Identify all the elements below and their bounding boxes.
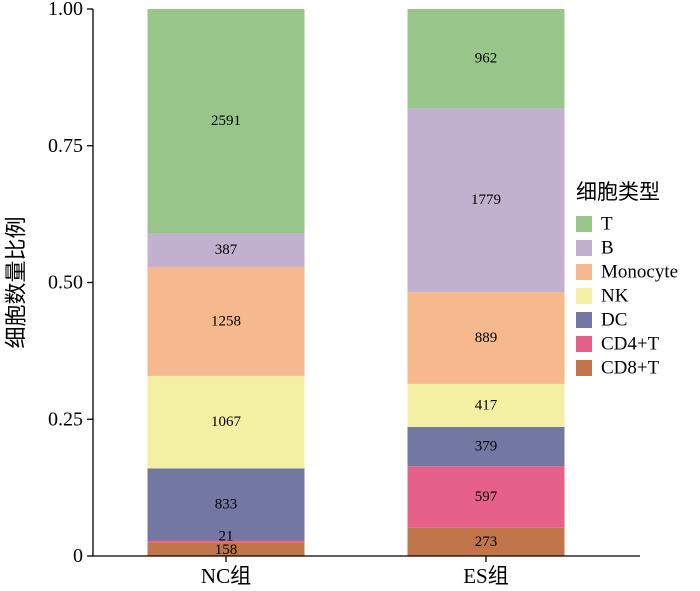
bar-segment-b-1 <box>407 108 565 293</box>
data-label-cd4-t-0: 21 <box>219 528 234 544</box>
y-axis-label: 细胞数量比例 <box>4 216 29 348</box>
data-label-monocyte-1: 889 <box>475 330 498 346</box>
bar-segment-nk-1 <box>407 383 565 427</box>
y-tick-label-3: 0.75 <box>48 135 83 157</box>
legend-label-cd8-t: CD8+T <box>601 358 660 379</box>
legend-swatch-cd8-t <box>576 360 592 376</box>
x-tick-label-0: NC组 <box>201 564 251 588</box>
data-label-cd8-t-1: 273 <box>475 534 498 550</box>
data-label-dc-0: 833 <box>215 496 238 512</box>
bar-segment-cd8-t-0 <box>147 542 305 556</box>
y-tick-label-1: 0.25 <box>48 408 83 430</box>
legend-swatch-monocyte <box>576 264 592 280</box>
data-label-b-1: 1779 <box>471 192 501 208</box>
bar-segment-monocyte-1 <box>407 292 565 384</box>
legend-swatch-cd4-t <box>576 336 592 352</box>
legend-swatch-nk <box>576 288 592 304</box>
y-tick-label-2: 0.50 <box>48 272 83 294</box>
bar-segment-t-1 <box>407 9 565 109</box>
bar-segment-b-0 <box>147 233 305 267</box>
bar-segment-nk-0 <box>147 375 305 469</box>
data-label-nk-1: 417 <box>475 397 498 413</box>
legend-title: 细胞类型 <box>576 180 660 204</box>
x-tick-label-1: ES组 <box>463 564 509 588</box>
legend-label-t: T <box>601 214 613 235</box>
data-label-t-0: 2591 <box>211 113 241 129</box>
bar-segment-monocyte-0 <box>147 266 305 376</box>
data-label-cd4-t-1: 597 <box>475 489 498 505</box>
data-label-t-1: 962 <box>475 51 498 67</box>
data-label-b-0: 387 <box>215 242 238 258</box>
data-label-monocyte-0: 1258 <box>211 313 241 329</box>
data-label-cd8-t-0: 158 <box>215 542 238 558</box>
legend-swatch-dc <box>576 312 592 328</box>
bar-segment-cd4-t-1 <box>407 466 565 528</box>
legend-label-nk: NK <box>601 286 629 307</box>
legend-swatch-t <box>576 216 592 232</box>
legend-label-dc: DC <box>601 310 627 331</box>
bar-segment-dc-1 <box>407 426 565 467</box>
y-tick-label-0: 0 <box>73 545 83 567</box>
bar-segment-cd4-t-0 <box>147 540 305 543</box>
legend-label-b: B <box>601 238 614 259</box>
y-tick-label-4: 1.00 <box>48 0 83 20</box>
data-label-nk-0: 1067 <box>211 414 242 430</box>
data-label-dc-1: 379 <box>475 439 498 455</box>
bar-segment-dc-0 <box>147 468 305 541</box>
legend-swatch-b <box>576 240 592 256</box>
legend-label-cd4-t: CD4+T <box>601 334 660 355</box>
legend-label-monocyte: Monocyte <box>601 262 678 283</box>
bar-segment-cd8-t-1 <box>407 527 565 556</box>
bar-segment-t-0 <box>147 9 305 234</box>
